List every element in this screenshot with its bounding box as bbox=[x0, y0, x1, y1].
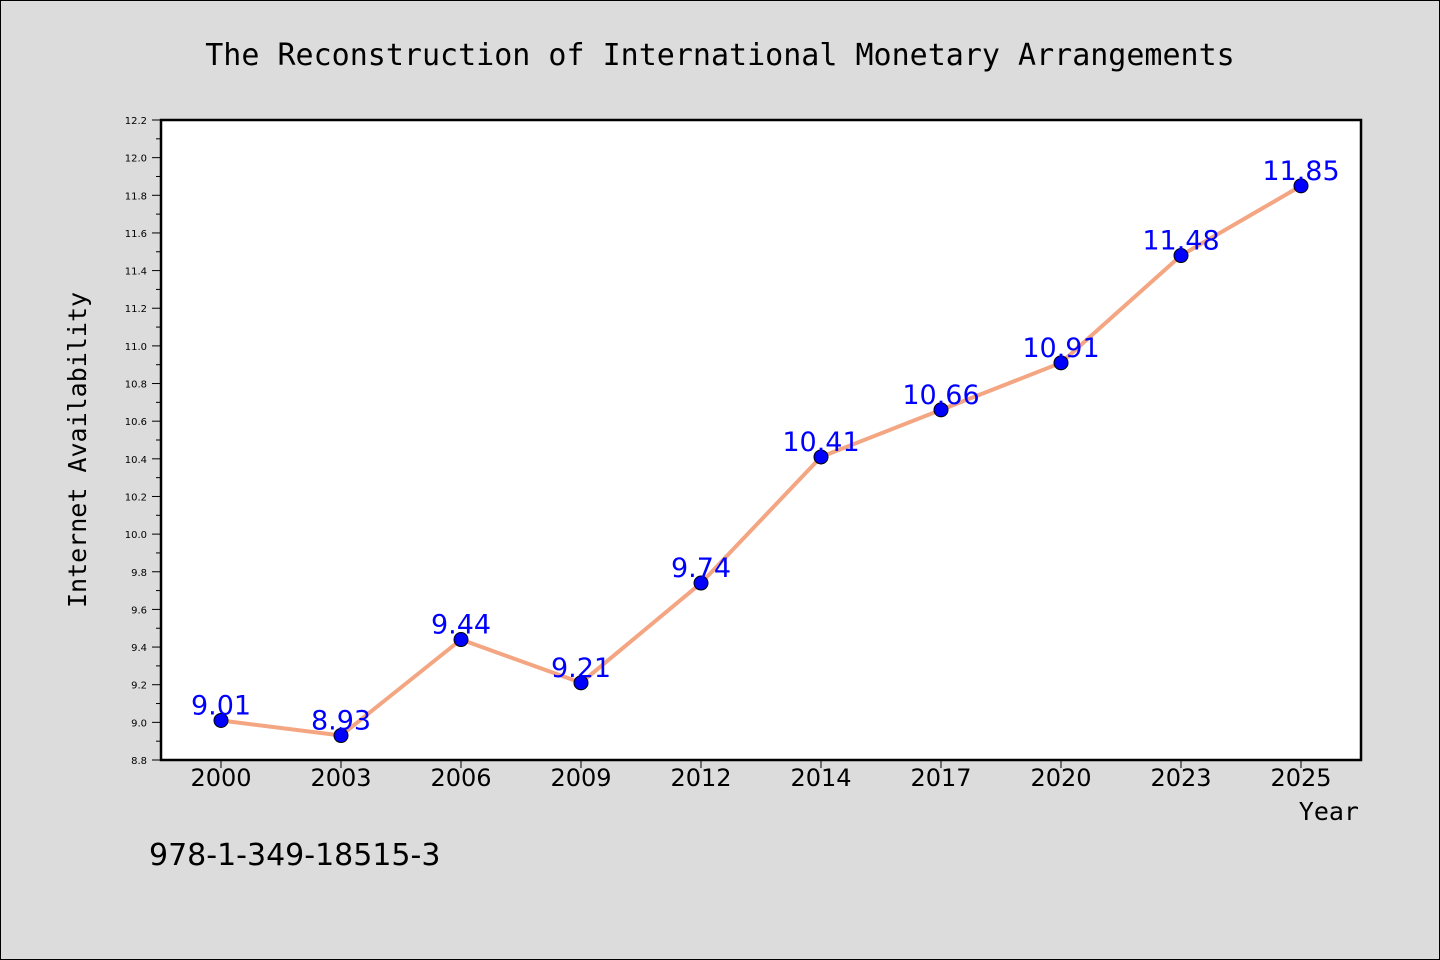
x-tick-label: 2000 bbox=[190, 764, 251, 792]
data-label: 10.91 bbox=[1022, 333, 1099, 364]
x-tick-label: 2017 bbox=[910, 764, 971, 792]
y-tick-label: 11.8 bbox=[125, 191, 147, 202]
y-tick-label: 10.2 bbox=[125, 492, 147, 503]
data-label: 8.93 bbox=[311, 706, 371, 737]
y-tick-label: 10.8 bbox=[125, 380, 147, 391]
data-label: 9.44 bbox=[431, 610, 491, 641]
data-point bbox=[1293, 178, 1309, 194]
y-axis-label: Internet Availability bbox=[63, 292, 92, 608]
y-tick-label: 10.4 bbox=[125, 455, 147, 466]
y-tick-label: 9.2 bbox=[131, 681, 147, 692]
y-tick-label: 11.2 bbox=[125, 304, 147, 315]
x-tick-label: 2003 bbox=[310, 764, 371, 792]
isbn-text: 978-1-349-18515-3 bbox=[149, 838, 440, 873]
x-axis-label: Year bbox=[1299, 797, 1359, 826]
plot-frame bbox=[159, 118, 1363, 762]
data-point bbox=[213, 712, 229, 728]
data-label: 9.74 bbox=[671, 553, 731, 584]
data-point bbox=[453, 632, 469, 648]
chart-title: The Reconstruction of International Mone… bbox=[205, 38, 1235, 73]
y-tick-label: 12.0 bbox=[125, 154, 147, 165]
data-point bbox=[813, 449, 829, 465]
x-tick-label: 2009 bbox=[550, 764, 611, 792]
data-label: 10.41 bbox=[782, 427, 859, 458]
data-label: 10.66 bbox=[902, 380, 979, 411]
plot-area bbox=[161, 120, 1361, 760]
x-tick-label: 2006 bbox=[430, 764, 491, 792]
data-label: 9.01 bbox=[191, 690, 251, 721]
data-point bbox=[693, 575, 709, 591]
y-tick-label: 12.2 bbox=[125, 116, 147, 127]
data-points bbox=[213, 178, 1309, 744]
y-tick-label: 11.0 bbox=[125, 342, 147, 353]
data-point bbox=[1173, 248, 1189, 264]
y-tick-label: 10.6 bbox=[125, 417, 147, 428]
y-tick-label: 11.4 bbox=[125, 267, 147, 278]
data-point bbox=[333, 728, 349, 744]
y-tick-label: 8.8 bbox=[131, 756, 147, 767]
y-tick-label: 9.0 bbox=[131, 718, 147, 729]
y-tick-label: 9.4 bbox=[131, 643, 147, 654]
x-tick-label: 2020 bbox=[1030, 764, 1091, 792]
y-axis-ticks: 8.8 9.0 9.2 9.4 9.6 9.8 10.0 10.2 10.4 10.6 10.8 11… bbox=[125, 116, 161, 767]
data-label: 11.48 bbox=[1142, 226, 1219, 257]
x-tick-label: 2014 bbox=[790, 764, 851, 792]
x-axis-ticks: 2000 2003 2006 2009 2012 2014 2017 2020 2023 2025 bbox=[190, 760, 1332, 792]
y-tick-label: 11.6 bbox=[125, 229, 147, 240]
y-tick-label: 10.0 bbox=[125, 530, 147, 541]
data-label: 11.85 bbox=[1262, 156, 1339, 187]
data-point bbox=[573, 675, 589, 691]
x-tick-label: 2012 bbox=[670, 764, 731, 792]
data-point bbox=[933, 402, 949, 418]
x-tick-label: 2025 bbox=[1270, 764, 1331, 792]
y-tick-label: 9.6 bbox=[131, 605, 147, 616]
x-tick-label: 2023 bbox=[1150, 764, 1211, 792]
data-labels: 9.01 8.93 9.44 9.21 9.74 10.41 10.66 10.91 11.48… bbox=[191, 156, 1340, 737]
y-tick-label: 9.8 bbox=[131, 568, 147, 579]
series-line bbox=[219, 183, 1303, 738]
data-label: 9.21 bbox=[551, 653, 611, 684]
data-point bbox=[1053, 355, 1069, 371]
